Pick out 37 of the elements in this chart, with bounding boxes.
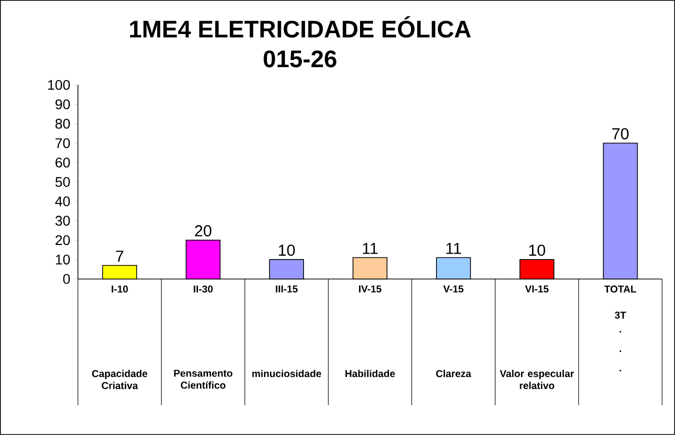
y-tick-label: 60 [56, 158, 70, 168]
data-label: 20 [195, 225, 212, 236]
data-label: 11 [362, 242, 378, 254]
y-tick-label: 100 [48, 80, 70, 90]
text: Pensamento Científico [174, 370, 232, 389]
chart-title: 1ME4 ELETRICIDADE EÓLICA [130, 16, 471, 38]
y-tick-label: 40 [55, 196, 70, 206]
text: Valor especular relativo [500, 370, 574, 390]
text: . [620, 370, 622, 372]
data-label: 10 [278, 244, 295, 256]
y-tick-label: 10 [56, 254, 70, 265]
y-tick-label: 30 [55, 216, 70, 226]
y-tick-label: 70 [56, 138, 70, 148]
data-label: 70 [612, 128, 629, 140]
data-label: 10 [529, 244, 546, 256]
y-tick-label: 20 [56, 235, 70, 246]
text: . [620, 350, 622, 352]
x-tick-label: IV-15 [359, 286, 382, 292]
chart-subtitle: 015-26 [264, 50, 336, 68]
data-label: 7 [116, 250, 124, 262]
x-tick-label: I-10 [112, 286, 128, 293]
text: Habilidade [345, 370, 395, 378]
x-tick-label: III-15 [276, 286, 298, 292]
x-tick-label: V-15 [443, 286, 464, 292]
text: Clareza [436, 370, 472, 378]
y-tick-label: 0 [63, 274, 70, 284]
text: . [620, 331, 622, 333]
x-tick-label: TOTAL [604, 286, 636, 293]
x-tick-label: II-30 [194, 286, 213, 293]
data-label: 11 [446, 242, 461, 254]
y-tick-label: 80 [55, 118, 70, 129]
x-tick-label: VI-15 [525, 286, 549, 292]
y-tick-label: 50 [55, 177, 70, 187]
text: Capacidade Criativa [92, 370, 148, 390]
text: minuciosidade [252, 370, 322, 378]
y-tick-label: 90 [56, 99, 70, 110]
text: 3T [614, 312, 626, 319]
